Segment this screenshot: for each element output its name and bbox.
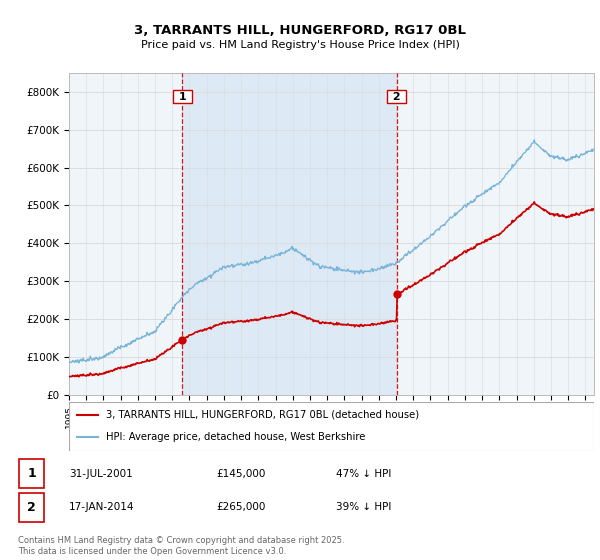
Text: Price paid vs. HM Land Registry's House Price Index (HPI): Price paid vs. HM Land Registry's House … [140,40,460,50]
Text: 47% ↓ HPI: 47% ↓ HPI [336,469,391,479]
Text: 2: 2 [389,92,404,102]
Bar [182,73,397,395]
Text: 31-JUL-2001: 31-JUL-2001 [69,469,133,479]
Text: Contains HM Land Registry data © Crown copyright and database right 2025.
This d: Contains HM Land Registry data © Crown c… [18,536,344,556]
Text: £145,000: £145,000 [216,469,265,479]
Text: 1: 1 [27,467,36,480]
Text: £265,000: £265,000 [216,502,265,512]
Text: 17-JAN-2014: 17-JAN-2014 [69,502,134,512]
Text: 3, TARRANTS HILL, HUNGERFORD, RG17 0BL: 3, TARRANTS HILL, HUNGERFORD, RG17 0BL [134,24,466,36]
Text: 2: 2 [27,501,36,514]
Text: 39% ↓ HPI: 39% ↓ HPI [336,502,391,512]
Text: HPI: Average price, detached house, West Berkshire: HPI: Average price, detached house, West… [106,432,365,442]
Text: 3, TARRANTS HILL, HUNGERFORD, RG17 0BL (detached house): 3, TARRANTS HILL, HUNGERFORD, RG17 0BL (… [106,410,419,420]
Text: 1: 1 [175,92,190,102]
